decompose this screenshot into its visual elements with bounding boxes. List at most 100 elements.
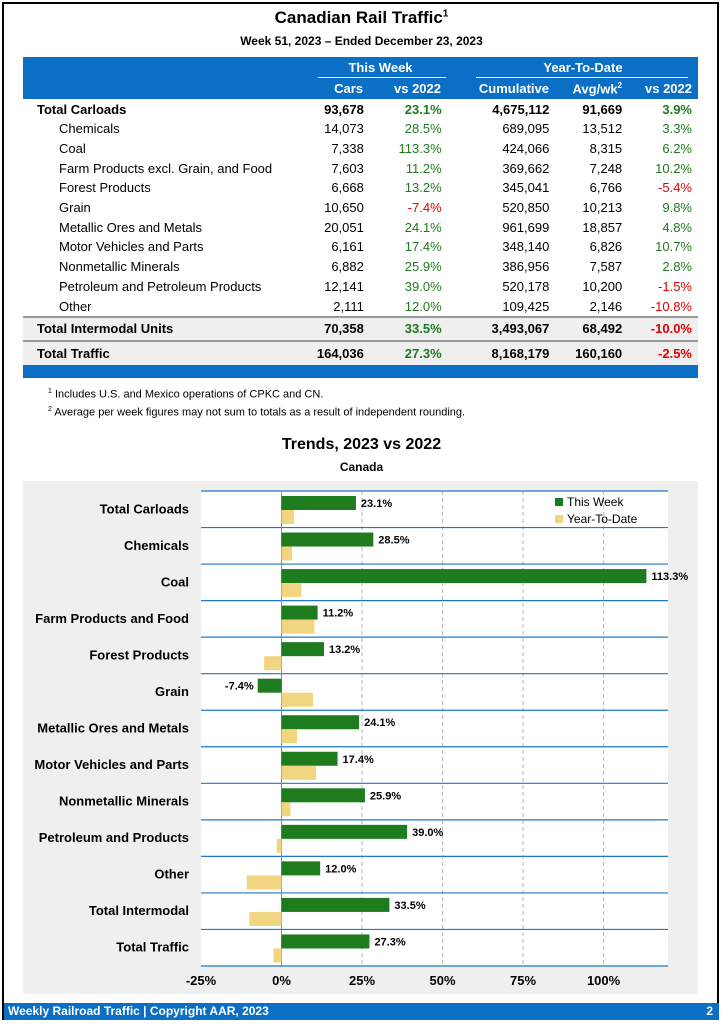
- category-label: Total Carloads: [100, 501, 189, 516]
- cumulative-value: 369,662: [502, 160, 550, 176]
- bar-year-to-date: [281, 510, 295, 524]
- table-row: Motor Vehicles and Parts 6,161 17.4% 348,14…: [23, 237, 698, 257]
- table-row: Grain 10,650 -7.4% 520,850 10,213 9.8%: [23, 198, 698, 218]
- bar-this-week: [257, 678, 282, 693]
- vs2022-week-value: 27.3%: [363, 339, 442, 365]
- week-subtitle: Week 51, 2023 – Ended December 23, 2023: [240, 34, 483, 48]
- category-label: Grain: [155, 684, 189, 699]
- x-tick-label: 100%: [587, 973, 621, 988]
- category-label: Total Intermodal: [89, 903, 189, 918]
- vs2022-ytd-value: 9.8%: [662, 200, 692, 216]
- row-label: Chemicals: [59, 121, 120, 137]
- avgwk-value: 2,146: [589, 298, 623, 314]
- group-underline: [476, 77, 688, 78]
- vs2022-week-value: 11.2%: [405, 160, 442, 176]
- table-row: Petroleum and Petroleum Products 12,141 39…: [23, 277, 698, 297]
- x-tick-label: 25%: [349, 973, 375, 988]
- avgwk-value: 10,200: [582, 278, 623, 294]
- vs2022-week-value: 39.0%: [404, 278, 442, 294]
- col-cumulative: Cumulative: [478, 81, 549, 96]
- data-label: 28.5%: [378, 535, 409, 547]
- col-vs2022-ytd: vs 2022: [645, 81, 692, 96]
- vs2022-week-value: 17.4%: [404, 239, 442, 255]
- bar-this-week: [281, 934, 370, 949]
- bar-year-to-date: [281, 546, 293, 561]
- bar-this-week: [281, 532, 374, 547]
- cumulative-value: 4,675,112: [492, 101, 550, 117]
- row-label: Total Traffic: [23, 339, 317, 365]
- bar-year-to-date: [246, 875, 282, 890]
- avgwk-value: 10,213: [582, 200, 623, 216]
- avgwk-value: 7,587: [589, 259, 623, 275]
- footer-copyright: Weekly Railroad Traffic | Copyright AAR,…: [8, 1004, 269, 1018]
- vs2022-week-value: 28.5%: [404, 121, 442, 137]
- footnote-2: 2 Average per week figures may not sum t…: [48, 406, 466, 419]
- bar-year-to-date: [281, 583, 302, 598]
- x-tick-label: 0%: [272, 973, 291, 988]
- bar-this-week: [281, 715, 360, 730]
- row-label: Grain: [59, 200, 91, 216]
- data-rows: Total Carloads 93,678 23.1% 4,675,112 91,669…: [23, 99, 698, 365]
- chart-title: Trends, 2023 vs 2022: [281, 436, 442, 453]
- vs2022-ytd-value: 3.9%: [662, 101, 692, 117]
- category-label: Metallic Ores and Metals: [37, 721, 189, 736]
- avgwk-value: 6,826: [589, 239, 623, 255]
- row-label: Nonmetallic Minerals: [59, 259, 180, 275]
- category-label: Forest Products: [89, 647, 189, 662]
- cars-value: 6,668: [331, 180, 364, 196]
- avgwk-value: 13,512: [582, 121, 623, 137]
- cumulative-value: 345,041: [502, 180, 550, 196]
- category-label: Chemicals: [124, 538, 189, 553]
- vs2022-ytd-value: -10.8%: [650, 298, 692, 314]
- row-label: Other: [59, 298, 92, 314]
- table-row: Other 2,111 12.0% 109,425 2,146 -10.8%: [23, 296, 698, 317]
- cumulative-value: 386,956: [502, 259, 550, 275]
- cumulative-value: 961,699: [502, 219, 550, 235]
- cars-value: 12,141: [324, 278, 364, 294]
- cumulative-value: 348,140: [502, 239, 550, 255]
- category-label: Farm Products and Food: [35, 611, 189, 626]
- row-label: Total Carloads: [37, 101, 127, 117]
- category-label: Total Traffic: [116, 940, 189, 955]
- table-row: Farm Products excl. Grain, and Food 7,603…: [23, 158, 698, 178]
- avgwk-value: 68,492: [549, 315, 623, 341]
- legend-swatch-year-to-date: [555, 515, 563, 523]
- bar-this-week: [281, 642, 325, 657]
- vs2022-ytd-value: 6.2%: [662, 141, 692, 157]
- page-title: Canadian Rail Traffic1: [274, 8, 449, 27]
- plot-background: [201, 491, 668, 966]
- data-label: 25.9%: [370, 790, 401, 802]
- vs2022-ytd-value: 4.8%: [662, 219, 692, 235]
- data-label: 12.0%: [325, 863, 356, 875]
- x-tick-label: -25%: [186, 973, 217, 988]
- avgwk-value: 6,766: [589, 180, 623, 196]
- bar-year-to-date: [281, 692, 314, 707]
- category-label: Motor Vehicles and Parts: [34, 757, 189, 772]
- chart-subtitle: Canada: [339, 460, 384, 474]
- table-row: Metallic Ores and Metals 20,051 24.1% 961,6…: [23, 217, 698, 237]
- bar-this-week: [281, 861, 321, 876]
- category-label: Nonmetallic Minerals: [59, 794, 189, 809]
- cars-value: 14,073: [324, 121, 364, 137]
- vs2022-week-value: 23.1%: [404, 101, 442, 117]
- traffic-table: This Week Year-To-Date Cars vs 2022 Cumu…: [23, 57, 698, 378]
- cars-value: 20,051: [324, 219, 364, 235]
- col-vs2022-week: vs 2022: [394, 81, 441, 96]
- vs2022-week-value: 24.1%: [404, 219, 442, 235]
- cars-value: 164,036: [316, 339, 364, 365]
- bar-this-week: [281, 751, 338, 766]
- vs2022-week-value: 113.3%: [398, 141, 442, 157]
- cumulative-value: 8,168,179: [441, 339, 550, 365]
- vs2022-ytd-value: -10.0%: [622, 315, 692, 341]
- category-label: Petroleum and Products: [39, 830, 189, 845]
- vs2022-ytd-value: -2.5%: [622, 339, 692, 365]
- table-row: Coal 7,338 113.3% 424,066 8,315 6.2%: [23, 139, 698, 159]
- data-label: 17.4%: [343, 754, 374, 766]
- table-footer-bar: [23, 364, 698, 378]
- bar-year-to-date: [276, 838, 282, 853]
- cumulative-value: 520,850: [502, 200, 550, 216]
- vs2022-ytd-value: 3.3%: [662, 121, 692, 137]
- avgwk-value: 18,857: [582, 219, 623, 235]
- bar-year-to-date: [281, 765, 316, 780]
- cars-value: 2,111: [333, 298, 364, 314]
